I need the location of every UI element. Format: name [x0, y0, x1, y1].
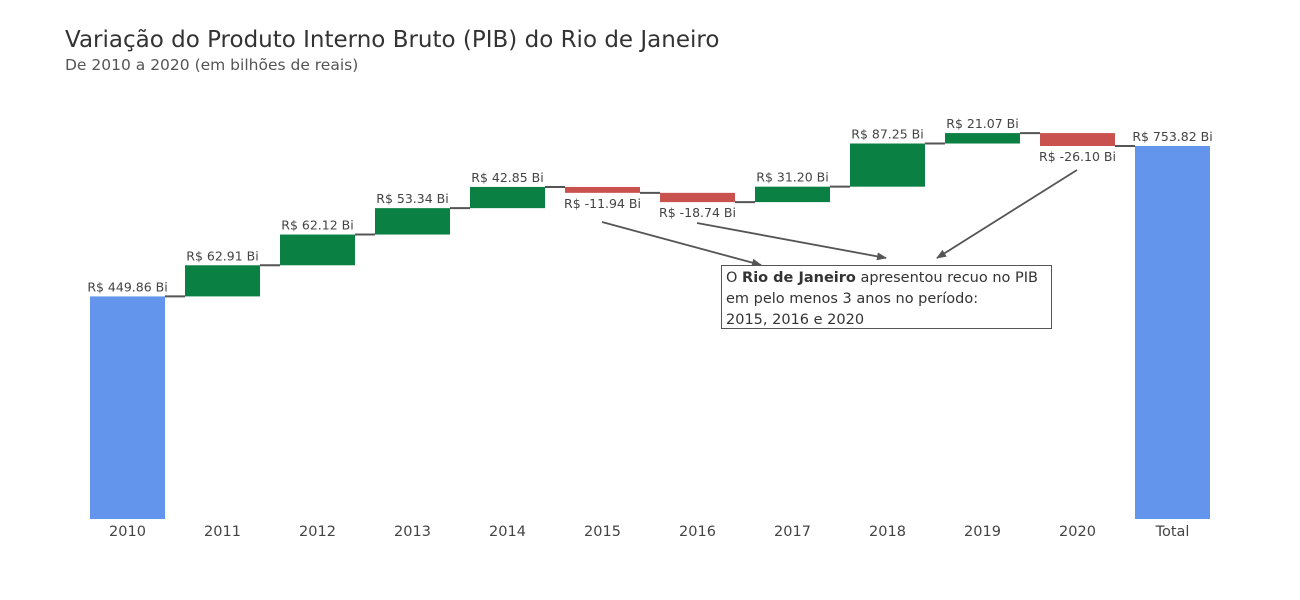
x-tick-2013: 2013 [394, 524, 431, 540]
x-tick-2016: 2016 [679, 524, 716, 540]
value-label-2019: R$ 21.07 Bi [946, 116, 1018, 131]
annotation-arrow-2015 [601, 221, 762, 267]
value-label-Total: R$ 753.82 Bi [1132, 129, 1212, 144]
value-label-2010: R$ 449.86 Bi [87, 279, 167, 294]
bar-2011 [185, 265, 260, 297]
annotation-arrow-2020 [936, 169, 1078, 259]
x-tick-2020: 2020 [1059, 524, 1096, 540]
value-label-2011: R$ 62.91 Bi [186, 248, 258, 263]
value-label-2015: R$ -11.94 Bi [564, 196, 641, 211]
annotation-prefix: O [726, 270, 743, 286]
x-tick-2011: 2011 [204, 524, 241, 540]
x-tick-2014: 2014 [489, 524, 526, 540]
annotation-line3: 2015, 2016 e 2020 [726, 312, 865, 328]
annotation-box: O Rio de Janeiro apresentou recuo no PIB… [721, 265, 1052, 329]
value-label-2013: R$ 53.34 Bi [376, 191, 448, 206]
bar-2016 [660, 192, 735, 203]
bar-2018 [850, 143, 925, 187]
bar-2019 [945, 133, 1020, 144]
x-tick-2018: 2018 [869, 524, 906, 540]
bar-2015 [565, 186, 640, 193]
value-label-2020: R$ -26.10 Bi [1039, 149, 1116, 164]
x-tick-Total: Total [1155, 524, 1190, 540]
x-tick-2019: 2019 [964, 524, 1001, 540]
x-tick-2015: 2015 [584, 524, 621, 540]
bars [90, 133, 1210, 519]
annotation-bold: Rio de Janeiro [742, 270, 856, 286]
bar-2012 [280, 234, 355, 266]
x-tick-2017: 2017 [774, 524, 811, 540]
bar-Total [1135, 146, 1210, 519]
bar-2020 [1040, 133, 1115, 146]
bar-2010 [90, 296, 165, 519]
bar-2017 [755, 186, 830, 203]
value-label-2018: R$ 87.25 Bi [851, 127, 923, 142]
chart-title: Variação do Produto Interno Bruto (PIB) … [65, 27, 720, 53]
annotation-line1-rest: apresentou recuo no PIB [855, 270, 1038, 286]
value-label-2017: R$ 31.20 Bi [756, 170, 828, 185]
annotation-arrows [601, 169, 1078, 267]
annotation-arrow-2016 [696, 222, 887, 261]
annotation-line2: em pelo menos 3 anos no período: [726, 291, 979, 307]
bar-2013 [375, 208, 450, 235]
x-tick-2012: 2012 [299, 524, 336, 540]
value-label-2014: R$ 42.85 Bi [471, 170, 543, 185]
x-tick-2010: 2010 [109, 524, 146, 540]
value-label-2012: R$ 62.12 Bi [281, 218, 353, 233]
value-labels: R$ 449.86 Bi R$ 62.91 Bi R$ 62.12 Bi R$ 53.… [87, 116, 1212, 294]
connectors [165, 132, 1135, 298]
bar-2014 [470, 186, 545, 209]
value-label-2016: R$ -18.74 Bi [659, 205, 736, 220]
chart-subtitle: De 2010 a 2020 (em bilhões de reais) [65, 56, 359, 74]
x-axis-tick-labels: 2010 2011 2012 2013 2014 2015 2016 2017 2018 2019… [109, 524, 1189, 540]
